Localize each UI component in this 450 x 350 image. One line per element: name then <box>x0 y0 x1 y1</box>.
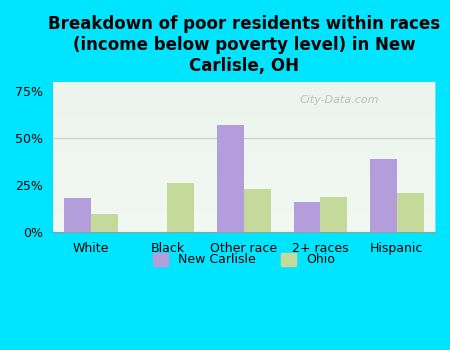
Bar <box>167 183 194 232</box>
Title: Breakdown of poor residents within races
(income below poverty level) in New
Car: Breakdown of poor residents within races… <box>48 15 440 75</box>
Legend: New Carlisle, Ohio: New Carlisle, Ohio <box>148 248 340 271</box>
Text: City-Data.com: City-Data.com <box>300 95 379 105</box>
Bar <box>370 159 397 232</box>
Bar <box>293 202 320 232</box>
Bar <box>397 193 423 232</box>
Bar <box>217 125 244 232</box>
Bar <box>244 189 270 232</box>
Bar <box>320 197 347 232</box>
Bar <box>64 198 91 232</box>
Bar <box>91 214 118 232</box>
